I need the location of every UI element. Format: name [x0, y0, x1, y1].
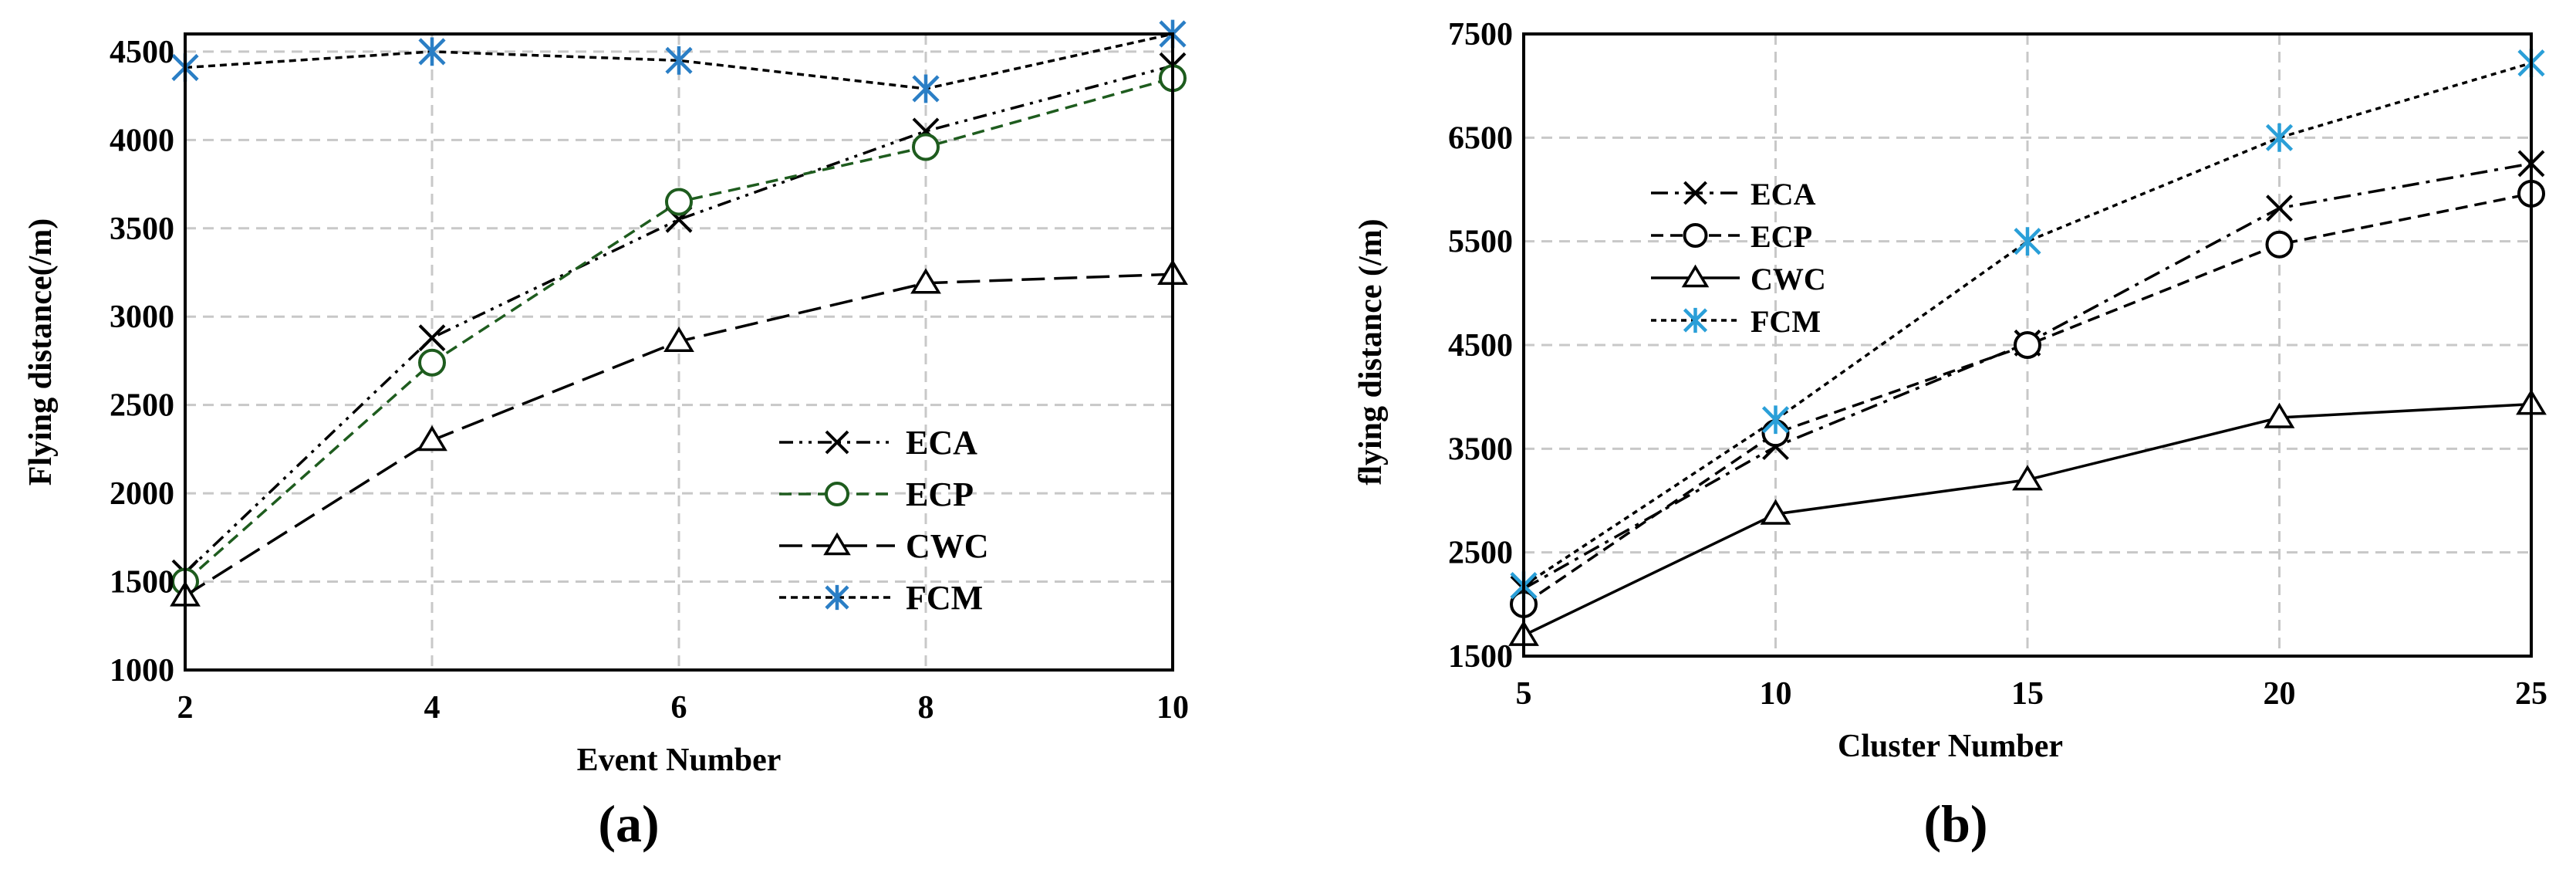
- legend-label-cwc: CWC: [906, 527, 989, 565]
- legend-marker-eca: [825, 430, 849, 455]
- x-axis-label: Event Number: [577, 743, 782, 778]
- legend: ECA ECP CWC FCM: [779, 424, 989, 617]
- y-tick-label: 1500: [1448, 639, 1513, 675]
- data-point-cwc: [663, 326, 694, 353]
- series-line-fcm: [1523, 61, 2532, 587]
- legend-label-fcm: FCM: [1751, 304, 1821, 339]
- legend-marker-fcm: [825, 584, 849, 611]
- chart-a: 1000 1500 2000 2500 3000 3500 4000 4500 2 4 6 8 10 Ev…: [23, 19, 1189, 853]
- panel-label: (a): [598, 794, 659, 853]
- legend-label-eca: ECA: [906, 424, 977, 462]
- grid: [185, 34, 1173, 670]
- legend-label-ecp: ECP: [906, 475, 974, 513]
- legend: ECA ECP CWC FCM: [1651, 177, 1826, 339]
- data-point-fcm: [665, 46, 693, 75]
- chart-b: 1500 2500 3500 4500 5500 6500 7500 5 10 15 20 25 Clu…: [1353, 17, 2547, 853]
- legend-label-ecp: ECP: [1751, 219, 1812, 254]
- y-tick-label: 1500: [110, 565, 174, 601]
- data-point-eca: [418, 324, 446, 352]
- data-point-fcm: [1761, 405, 1790, 435]
- x-tick-label: 8: [918, 690, 934, 726]
- y-axis-label: flying distance (/m): [1353, 218, 1389, 485]
- data-point-ecp: [2014, 331, 2041, 359]
- data-point-fcm: [2265, 123, 2294, 152]
- series-line-fcm: [184, 32, 1173, 90]
- legend-marker-eca: [1683, 181, 1707, 205]
- y-tick-label: 2500: [1448, 536, 1513, 571]
- series-ecp: [171, 64, 1187, 596]
- legend-marker-cwc: [823, 532, 851, 556]
- data-point-cwc: [2264, 402, 2295, 428]
- y-tick-label: 6500: [1448, 120, 1513, 156]
- data-point-ecp: [912, 133, 940, 161]
- x-tick-label: 10: [1156, 690, 1189, 726]
- y-tick-label: 4500: [1448, 328, 1513, 364]
- y-tick-label: 4000: [110, 123, 174, 158]
- legend-marker-cwc: [1681, 264, 1710, 288]
- data-point-cwc: [2012, 465, 2043, 491]
- x-tick-label: 10: [1760, 676, 1792, 712]
- data-point-fcm: [2014, 227, 2041, 256]
- legend-marker-fcm: [1683, 307, 1708, 333]
- x-tick-label: 6: [671, 690, 687, 726]
- legend-label-eca: ECA: [1751, 177, 1816, 211]
- y-tick-label: 3500: [1448, 431, 1513, 467]
- x-tick-label: 2: [177, 690, 194, 726]
- y-axis-label: Flying distance(/m): [23, 218, 59, 486]
- data-point-ecp: [418, 348, 446, 377]
- x-tick-label: 25: [2515, 676, 2547, 712]
- data-point-fcm: [418, 37, 446, 66]
- y-tick-label: 2500: [110, 388, 174, 424]
- data-point-cwc: [417, 425, 447, 452]
- y-tick-label: 2000: [110, 476, 174, 512]
- data-point-ecp: [665, 188, 693, 216]
- legend-marker-ecp: [1683, 223, 1708, 248]
- plot-frame: [1522, 32, 2533, 658]
- x-tick-label: 5: [1516, 676, 1532, 712]
- plot-frame: [184, 32, 1174, 672]
- y-tick-label: 7500: [1448, 17, 1513, 52]
- y-tick-label: 4500: [110, 35, 174, 70]
- data-point-ecp: [2265, 230, 2294, 259]
- x-tick-label: 15: [2011, 676, 2044, 712]
- legend-label-cwc: CWC: [1751, 262, 1826, 296]
- data-point-eca: [2266, 195, 2293, 222]
- data-point-cwc: [910, 268, 941, 294]
- x-tick-label: 20: [2264, 676, 2296, 712]
- y-tick-label: 5500: [1448, 225, 1513, 260]
- x-tick-label: 4: [424, 690, 441, 726]
- legend-marker-ecp: [825, 482, 849, 506]
- y-tick-label: 1000: [110, 653, 174, 689]
- data-point-fcm: [912, 74, 940, 103]
- y-tick-label: 3000: [110, 299, 174, 335]
- x-axis-label: Cluster Number: [1838, 729, 2063, 764]
- data-point-cwc: [1760, 499, 1791, 525]
- y-tick-label: 3500: [110, 211, 174, 247]
- legend-label-fcm: FCM: [906, 579, 983, 617]
- panel-label: (b): [1923, 794, 1987, 853]
